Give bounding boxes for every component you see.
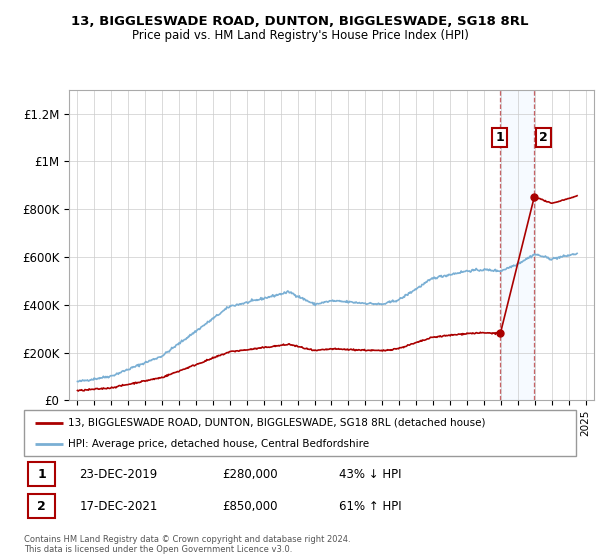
Text: 1: 1	[495, 131, 504, 144]
Text: 2: 2	[37, 500, 46, 513]
Bar	[28, 462, 55, 486]
Bar	[28, 494, 55, 519]
Text: 17-DEC-2021: 17-DEC-2021	[79, 500, 158, 513]
Text: 43% ↓ HPI: 43% ↓ HPI	[338, 468, 401, 480]
Text: HPI: Average price, detached house, Central Bedfordshire: HPI: Average price, detached house, Cent…	[68, 439, 369, 449]
Text: 1: 1	[37, 468, 46, 480]
Text: 23-DEC-2019: 23-DEC-2019	[79, 468, 157, 480]
Text: Contains HM Land Registry data © Crown copyright and database right 2024.
This d: Contains HM Land Registry data © Crown c…	[24, 535, 350, 554]
Bar	[500, 90, 534, 400]
Text: 2: 2	[539, 131, 548, 144]
Text: 13, BIGGLESWADE ROAD, DUNTON, BIGGLESWADE, SG18 8RL: 13, BIGGLESWADE ROAD, DUNTON, BIGGLESWAD…	[71, 15, 529, 28]
Text: Price paid vs. HM Land Registry's House Price Index (HPI): Price paid vs. HM Land Registry's House …	[131, 29, 469, 42]
Text: 13, BIGGLESWADE ROAD, DUNTON, BIGGLESWADE, SG18 8RL (detached house): 13, BIGGLESWADE ROAD, DUNTON, BIGGLESWAD…	[68, 418, 485, 428]
Text: £280,000: £280,000	[223, 468, 278, 480]
Text: 61% ↑ HPI: 61% ↑ HPI	[338, 500, 401, 513]
Text: £850,000: £850,000	[223, 500, 278, 513]
